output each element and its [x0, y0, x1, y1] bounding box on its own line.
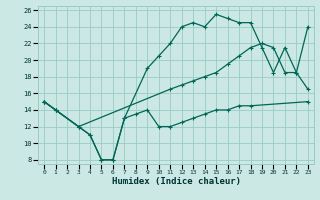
X-axis label: Humidex (Indice chaleur): Humidex (Indice chaleur)	[111, 177, 241, 186]
